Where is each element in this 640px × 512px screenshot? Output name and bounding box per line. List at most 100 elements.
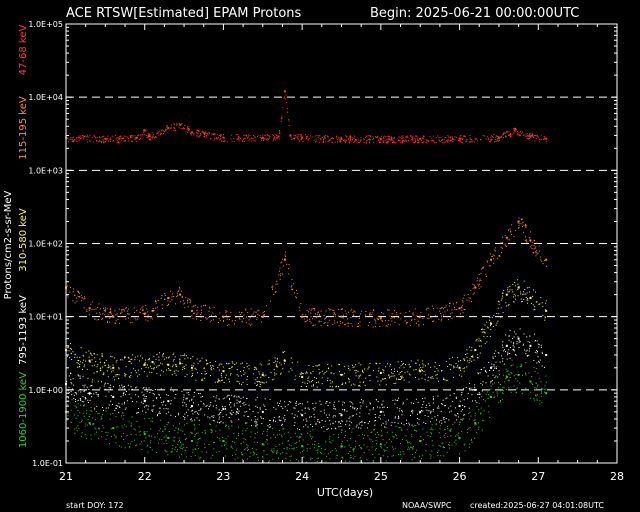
data-point <box>141 448 143 450</box>
data-point <box>485 393 487 395</box>
data-point <box>450 140 452 142</box>
data-point <box>285 94 287 96</box>
data-point <box>86 412 88 414</box>
data-point <box>206 373 208 375</box>
data-point <box>91 396 93 398</box>
data-point <box>326 370 328 372</box>
data-point <box>316 377 318 379</box>
data-point <box>142 388 144 390</box>
data-point <box>249 134 251 136</box>
data-point <box>460 369 462 371</box>
data-point <box>85 351 87 353</box>
data-point <box>93 372 95 374</box>
data-point <box>427 317 429 319</box>
data-point <box>390 364 392 366</box>
data-point <box>167 400 170 403</box>
data-point <box>182 401 184 403</box>
data-point <box>505 302 507 304</box>
data-point <box>463 309 465 311</box>
data-point <box>301 375 304 378</box>
data-point <box>453 367 455 369</box>
data-point <box>98 312 100 314</box>
data-point <box>396 312 398 314</box>
data-point <box>391 441 393 443</box>
data-point <box>331 372 333 374</box>
data-point <box>444 429 446 431</box>
data-point <box>77 374 79 376</box>
data-point <box>529 135 532 138</box>
data-point <box>458 140 460 142</box>
data-point <box>196 313 198 315</box>
data-point <box>94 427 96 429</box>
data-point <box>102 140 104 142</box>
data-point <box>263 315 265 317</box>
data-point <box>112 364 114 366</box>
data-point <box>324 322 326 324</box>
data-point <box>167 363 170 366</box>
data-point <box>473 141 475 143</box>
data-point <box>405 137 407 139</box>
data-point <box>155 302 157 304</box>
data-point <box>453 365 455 367</box>
data-point <box>411 446 413 448</box>
data-point <box>466 432 468 434</box>
data-point <box>291 289 293 291</box>
data-point <box>321 370 323 372</box>
data-point <box>286 448 288 450</box>
data-point <box>499 361 501 363</box>
data-point <box>145 359 147 361</box>
data-point <box>187 127 189 129</box>
data-point <box>132 135 134 137</box>
data-point <box>485 273 487 275</box>
data-point <box>345 140 347 142</box>
data-point <box>120 309 122 311</box>
data-point <box>507 370 509 372</box>
data-point <box>418 142 420 144</box>
data-point <box>319 138 321 140</box>
data-point <box>308 408 310 410</box>
data-point <box>131 136 133 138</box>
data-point <box>315 422 317 424</box>
data-point <box>426 307 428 309</box>
data-point <box>226 314 228 316</box>
data-point <box>421 406 423 408</box>
data-point <box>521 374 523 376</box>
data-point <box>178 122 180 124</box>
data-point <box>325 137 327 139</box>
data-point <box>250 324 252 326</box>
data-point <box>509 377 511 379</box>
data-point <box>202 379 204 381</box>
data-point <box>82 396 84 398</box>
data-point <box>523 293 525 295</box>
data-point <box>286 447 288 449</box>
data-point <box>517 295 519 297</box>
data-point <box>385 325 387 327</box>
data-point <box>544 309 546 311</box>
data-point <box>535 138 537 140</box>
data-point <box>87 424 89 426</box>
data-point <box>295 136 297 138</box>
data-point <box>527 299 529 301</box>
data-point <box>507 289 509 291</box>
data-point <box>105 138 107 140</box>
data-point <box>484 370 486 372</box>
data-point <box>91 136 93 138</box>
data-point <box>453 316 455 318</box>
data-point <box>300 137 302 139</box>
data-point <box>346 313 348 315</box>
data-point <box>368 375 370 377</box>
data-point <box>510 372 512 374</box>
data-point <box>142 308 144 310</box>
data-point <box>283 90 286 93</box>
data-point <box>181 363 183 365</box>
data-point <box>401 375 403 377</box>
data-point <box>394 399 396 401</box>
data-point <box>204 132 206 134</box>
data-point <box>95 361 97 363</box>
data-point <box>386 140 388 142</box>
data-point <box>382 378 384 380</box>
data-point <box>529 348 531 350</box>
data-point <box>214 133 216 135</box>
data-point <box>263 461 265 463</box>
data-point <box>338 137 340 139</box>
